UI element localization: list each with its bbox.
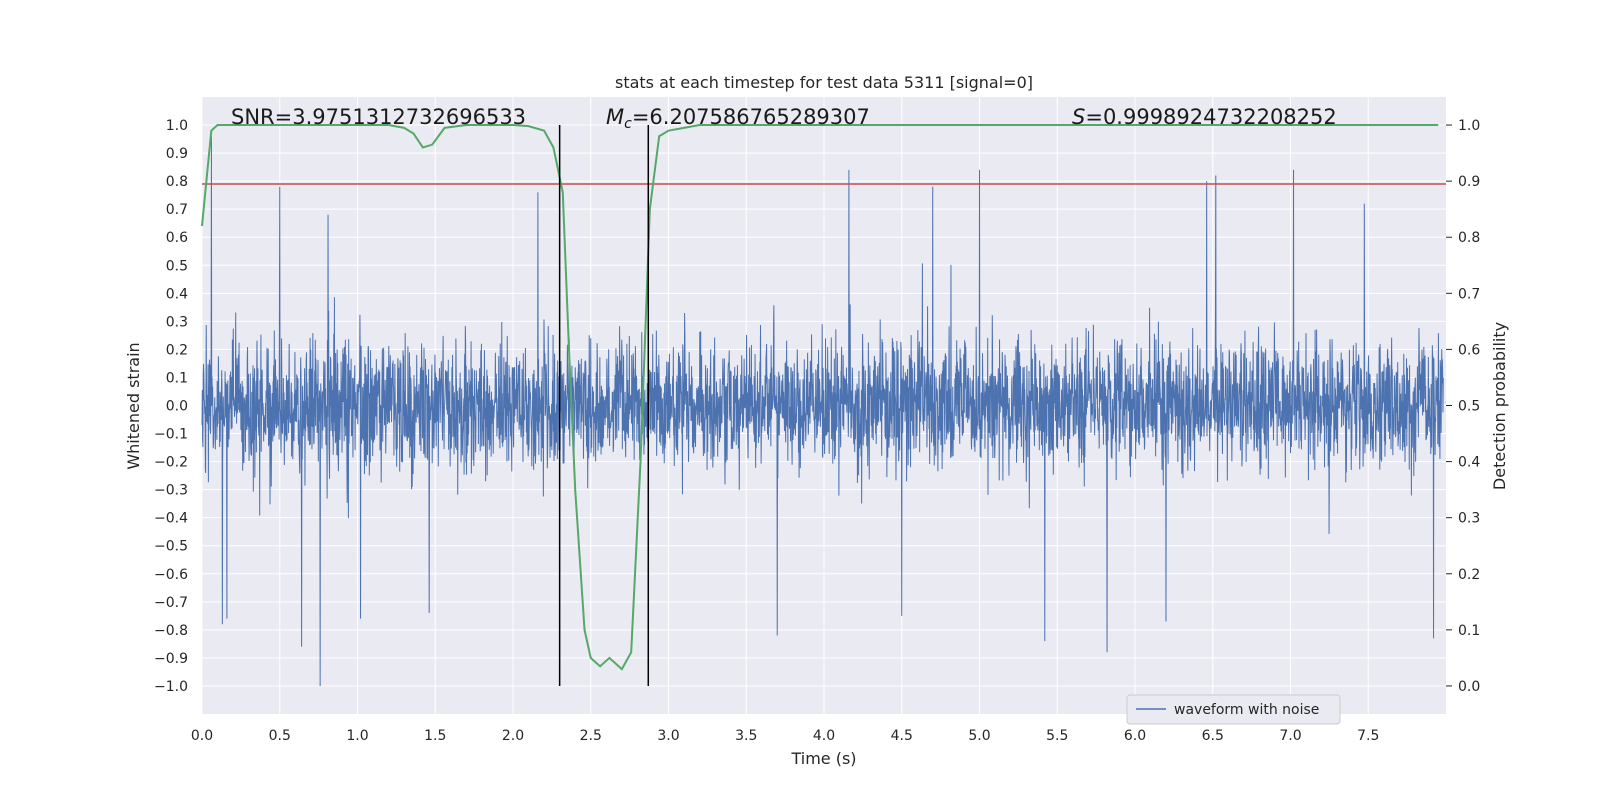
- x-tick-label: 0.0: [191, 728, 213, 744]
- chirp-mass-value: =6.207586765289307: [632, 105, 870, 129]
- x-axis-ticks: 0.0 0.5 1.0 1.5 2.0 2.5 3.0 3.5 4.0 4.5 5.0 5.5 6.0 6…: [191, 728, 1380, 744]
- score-annotation: S=0.9998924732208252: [1072, 105, 1337, 129]
- right-y-tick-label: 0.7: [1458, 286, 1480, 302]
- left-y-tick-label: 0.5: [166, 258, 188, 274]
- left-y-tick-label: 0.6: [166, 230, 188, 246]
- x-tick-label: 1.0: [346, 728, 368, 744]
- legend-frame: [1126, 694, 1341, 725]
- x-tick-label: 5.5: [1046, 728, 1068, 744]
- snr-annotation: SNR=3.9751312732696533: [231, 105, 526, 129]
- left-y-tick-label: −0.9: [154, 651, 188, 667]
- left-y-tick-label: −0.5: [154, 539, 188, 555]
- left-y-tick-label: 0.1: [166, 370, 188, 386]
- detection-probability-line: [201, 124, 1439, 671]
- left-y-tick-label: 0.3: [166, 314, 188, 330]
- left-y-tick-label: −0.4: [154, 511, 188, 527]
- legend: waveform with noise: [1126, 694, 1341, 725]
- left-y-axis-ticks: −1.0 −0.9 −0.8 −0.7 −0.6 −0.5 −0.4 −0.3 −0.2 −0.1…: [154, 118, 188, 695]
- right-y-tick-label: 0.6: [1458, 342, 1480, 358]
- right-y-tick-label: 0.5: [1458, 399, 1480, 415]
- x-tick-label: 7.5: [1357, 728, 1379, 744]
- x-tick-label: 5.0: [968, 728, 990, 744]
- left-y-tick-label: 0.7: [166, 202, 188, 218]
- right-y-tick-label: 0.4: [1458, 455, 1480, 471]
- left-y-tick-label: 0.4: [166, 286, 188, 302]
- waveform-line: [201, 136, 1444, 686]
- right-y-axis-ticks: 0.0 0.1 0.2 0.3 0.4 0.5 0.6 0.7 0.8 0.9 1.0: [1446, 118, 1480, 695]
- x-tick-label: 3.0: [657, 728, 679, 744]
- right-y-tick-label: 0.3: [1458, 511, 1480, 527]
- right-y-tick-label: 0.1: [1458, 623, 1480, 639]
- x-tick-label: 0.5: [269, 728, 291, 744]
- chirp-mass-symbol: M: [606, 105, 624, 129]
- right-y-tick-label: 0.9: [1458, 174, 1480, 190]
- left-y-tick-label: −0.2: [154, 455, 188, 471]
- left-y-tick-label: −0.6: [154, 567, 188, 583]
- left-y-tick-label: 0.0: [166, 399, 188, 415]
- right-y-axis-label: Detection probability: [1490, 322, 1509, 490]
- right-y-tick-label: 0.2: [1458, 567, 1480, 583]
- x-tick-label: 3.5: [735, 728, 757, 744]
- marker-lines: [558, 125, 650, 686]
- legend-label: waveform with noise: [1174, 702, 1319, 718]
- x-tick-label: 2.5: [580, 728, 602, 744]
- left-y-tick-label: 0.8: [166, 174, 188, 190]
- left-y-tick-label: 1.0: [166, 118, 188, 134]
- left-y-tick-label: −1.0: [154, 679, 188, 695]
- left-y-axis-label: Whitened strain: [124, 342, 143, 469]
- chart-title: stats at each timestep for test data 531…: [615, 73, 1033, 92]
- left-y-tick-label: 0.2: [166, 342, 188, 358]
- x-tick-label: 4.0: [813, 728, 835, 744]
- left-y-tick-label: −0.1: [154, 427, 188, 443]
- right-y-tick-label: 1.0: [1458, 118, 1480, 134]
- x-tick-label: 4.5: [891, 728, 913, 744]
- left-y-tick-label: −0.7: [154, 595, 188, 611]
- x-tick-label: 7.0: [1279, 728, 1301, 744]
- chirp-mass-subscript: c: [624, 116, 632, 132]
- chirp-mass-annotation: Mc=6.207586765289307: [606, 105, 870, 132]
- right-y-tick-label: 0.8: [1458, 230, 1480, 246]
- left-y-tick-label: 0.9: [166, 146, 188, 162]
- x-tick-label: 6.0: [1124, 728, 1146, 744]
- waveform-series: [201, 136, 1444, 686]
- score-value: =0.9998924732208252: [1085, 105, 1336, 129]
- left-y-tick-label: −0.3: [154, 483, 188, 499]
- x-tick-label: 2.0: [502, 728, 524, 744]
- score-symbol: S: [1072, 105, 1085, 129]
- right-y-tick-label: 0.0: [1458, 679, 1480, 695]
- left-y-tick-label: −0.8: [154, 623, 188, 639]
- x-tick-label: 1.5: [424, 728, 446, 744]
- x-axis-label: Time (s): [790, 749, 856, 768]
- x-tick-label: 6.5: [1202, 728, 1224, 744]
